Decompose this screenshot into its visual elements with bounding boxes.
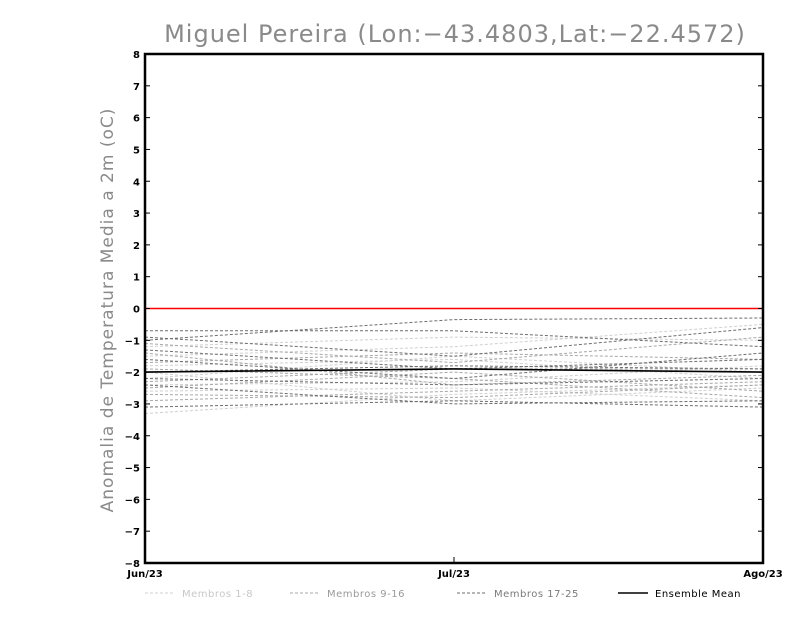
member-series-line [144,336,764,348]
member-series-line [144,352,764,386]
member-series-line [144,368,763,383]
y-tick-label: 7 [133,82,140,93]
y-tick-label: 0 [133,305,140,316]
y-tick-label: 3 [133,209,140,220]
member-series-line [144,352,764,364]
y-tick-label: −5 [125,464,140,475]
y-tick-label: −2 [125,368,140,379]
member-series-line [144,365,764,373]
y-tick-label: −3 [125,400,140,411]
x-tick-label: Jul/23 [437,569,470,580]
member-series-line [144,368,764,399]
legend-label: Ensemble Mean [655,589,741,600]
member-series-line [144,387,764,402]
member-series-line [144,336,764,364]
y-tick-label: 6 [133,114,140,125]
legend-label: Membros 1-8 [182,589,253,600]
member-series-line [144,371,764,402]
member-series-line [144,384,764,405]
legend: Membros 1-8 Membros 9-16 Membros 17-25 Ense… [145,589,741,600]
y-tick-label: −6 [125,495,140,506]
member-series-line [144,384,764,399]
member-series-line [144,349,764,370]
member-series-line [144,378,764,386]
y-tick-label: 2 [133,241,140,252]
y-tick-label: −8 [125,559,140,570]
y-tick-label: −1 [125,336,140,347]
y-tick-label: 8 [133,50,140,61]
legend-label: Membros 17-25 [494,589,579,600]
legend-label: Membros 9-16 [327,589,405,600]
y-axis-label: Anomalia de Temperatura Media a 2m (oC) [98,108,118,513]
x-tick-label: Ago/23 [743,569,782,580]
y-tick-label: −7 [125,527,140,538]
y-tick-label: −4 [125,432,140,443]
plot-area [144,307,764,414]
member-series-line [144,358,764,379]
x-tick-label: Jun/23 [126,569,163,580]
member-series-line [144,327,764,357]
member-series-line [144,381,764,402]
y-tick-label: 1 [133,273,140,284]
member-series-line [145,330,764,348]
member-series-line [144,400,764,408]
member-series-line [144,384,764,414]
member-series-line [144,352,764,380]
y-tick-label: 5 [133,145,140,156]
member-series-line [144,317,764,341]
ensemble-mean-line [144,368,764,373]
member-series-line [144,323,764,357]
member-series-line [144,355,764,379]
y-tick-label: 4 [133,177,140,188]
chart-title: Miguel Pereira (Lon:−43.4803,Lat:−22.457… [164,20,746,48]
axis-ticks: −8 −7 −6 −5 −4 −3 −2 −1 0 1 2 3 4 5 6 7 8 Jun/23 Jul/23 Ago… [125,50,783,580]
